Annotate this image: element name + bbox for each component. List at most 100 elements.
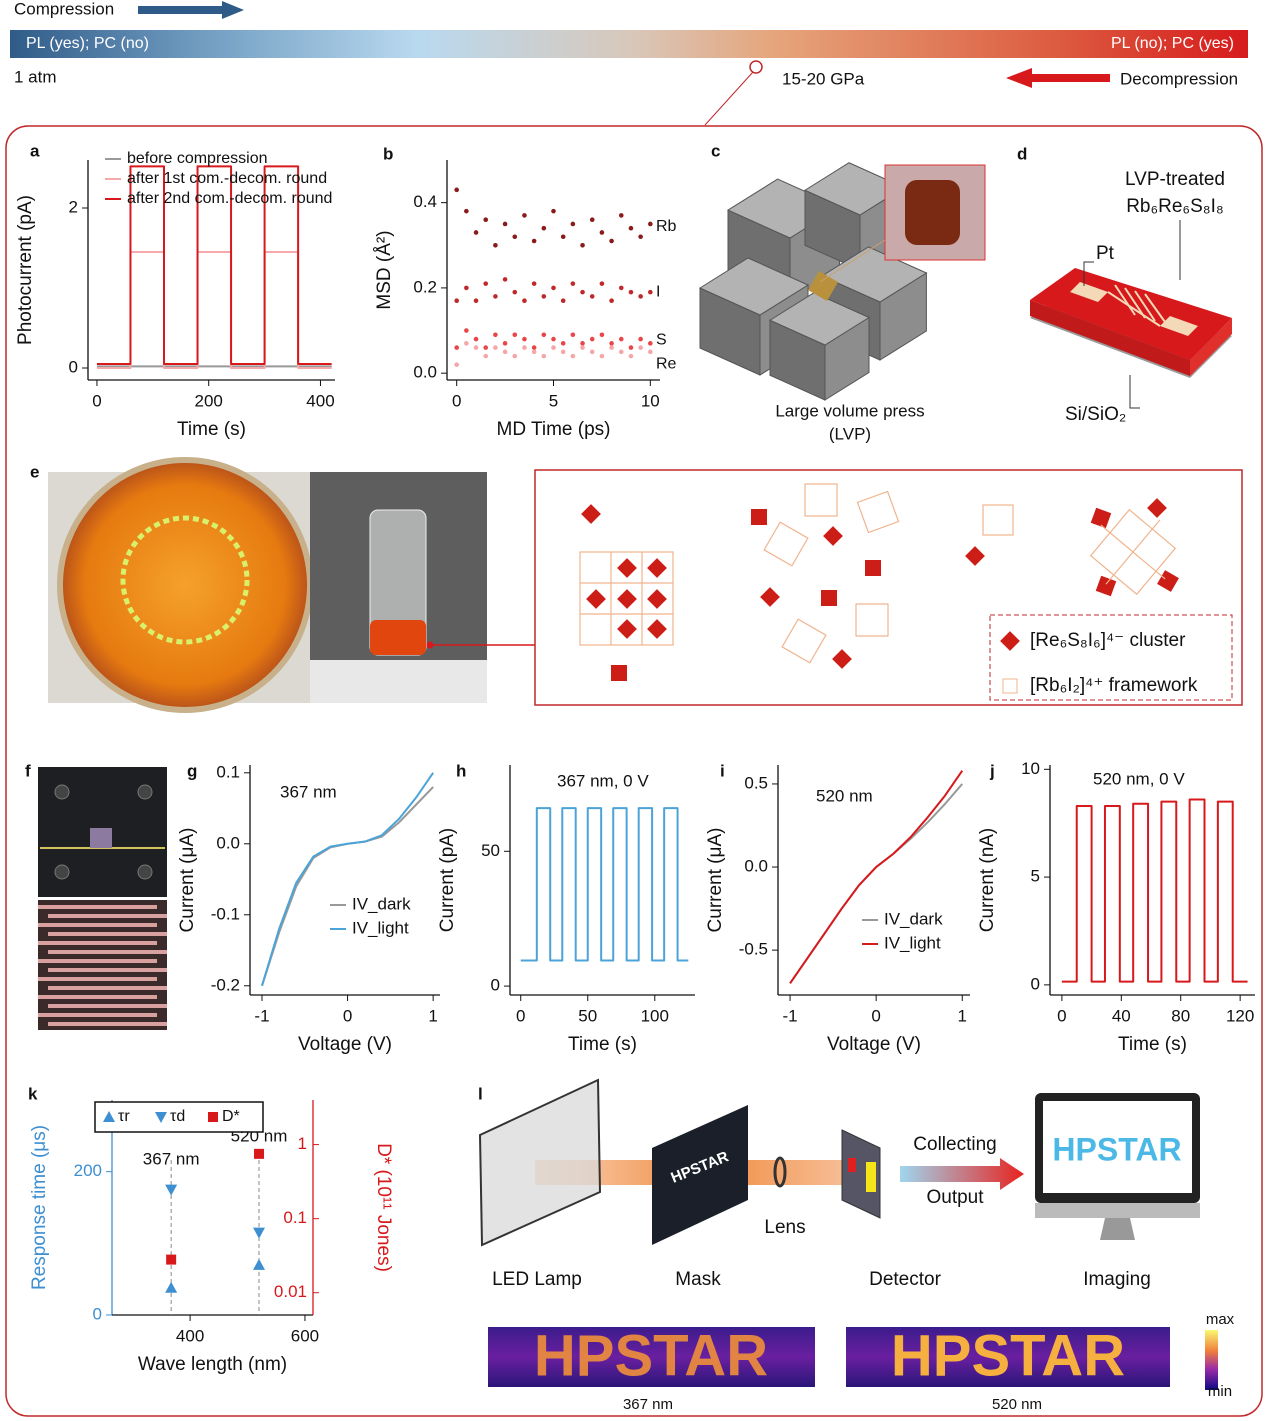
data-point [551, 345, 556, 350]
frameworks-part [1100, 519, 1166, 585]
x-tick-label: 80 [1171, 1006, 1190, 1025]
device-title: LVP-treated [1125, 169, 1225, 190]
data-point [599, 332, 605, 338]
data-point [454, 345, 459, 350]
component-label: LED Lamp [492, 1269, 582, 1290]
data-point [618, 349, 624, 355]
data-point [570, 353, 576, 359]
x-tick-label: 0 [343, 1006, 352, 1025]
x-axis-label: Voltage (V) [827, 1034, 921, 1055]
x-tick-label: 400 [176, 1326, 204, 1345]
collecting-label: Collecting [913, 1134, 996, 1155]
y-tick-label: 200 [74, 1161, 102, 1180]
screen-text: HPSTAR [1052, 1131, 1181, 1167]
stripe [38, 905, 157, 909]
panel-label: b [383, 144, 393, 163]
image-caption: 520 nm [992, 1396, 1042, 1413]
legend-label: IV_light [884, 933, 941, 952]
electrode-fingers-part [1114, 284, 1136, 316]
data-point [541, 294, 547, 299]
legend-label: after 2nd com.-decom. round [127, 190, 332, 207]
data-point [638, 345, 643, 350]
data-point [464, 285, 469, 291]
frameworks-part [855, 603, 889, 637]
x-tick-label: 5 [549, 391, 558, 410]
component-label: Mask [675, 1269, 721, 1290]
clusters-part [1147, 498, 1167, 518]
image-520 [846, 1327, 1170, 1387]
y-tick-label: 5 [1031, 867, 1040, 886]
transition-pressure: 15-20 GPa [782, 69, 865, 88]
data-point [551, 285, 556, 291]
x-tick-label: 1 [958, 1006, 967, 1025]
x-tick-label: 50 [578, 1006, 597, 1025]
x-tick-label: 40 [1112, 1006, 1131, 1025]
table [310, 660, 487, 703]
data-point [580, 341, 585, 346]
y-tick-label: 0.1 [216, 762, 240, 781]
inset-sample [905, 180, 960, 245]
clusters-part [865, 560, 881, 576]
legend-marker [208, 1112, 218, 1122]
data-point [560, 341, 566, 346]
data-point [648, 341, 653, 346]
data-line [261, 772, 434, 987]
data-point [522, 213, 527, 218]
connector-dot [426, 641, 434, 649]
data-point [531, 349, 537, 355]
y-tick-label: 0.2 [413, 277, 437, 296]
electrode-label: Pt [1096, 243, 1115, 264]
connector [704, 71, 754, 126]
panel-label: g [187, 761, 197, 780]
led-lamp [478, 1078, 602, 1247]
annotation: 367 nm [143, 1149, 200, 1168]
panel-label: l [478, 1084, 483, 1103]
y-tick-label: 0.5 [744, 773, 768, 792]
data-point [648, 221, 653, 227]
data-point [473, 336, 479, 342]
data-point [589, 349, 595, 355]
electrode-fingers-part [1124, 287, 1146, 319]
x-tick-label: 400 [306, 391, 334, 410]
legend-frame [94, 1101, 264, 1133]
data-point [531, 345, 537, 350]
panel-label: d [1017, 144, 1027, 163]
y-axis-label: Current (μA) [177, 828, 198, 933]
clusters-part [1157, 570, 1179, 592]
y2-tick-label: 0.01 [274, 1282, 307, 1301]
data-point [454, 187, 459, 193]
sample-cell [807, 270, 839, 302]
legend-label: before compression [127, 150, 268, 167]
legend-frame [989, 614, 1233, 701]
y-axis-label: Current (nA) [977, 828, 998, 933]
data-point [541, 332, 547, 338]
data-point [454, 362, 459, 367]
data-point [165, 1184, 178, 1196]
data-point [502, 277, 508, 282]
data-point [628, 289, 634, 295]
panel-label: e [30, 462, 39, 481]
compression-arrow [138, 1, 244, 19]
monitor-stand [1100, 1218, 1135, 1240]
frameworks-part [781, 618, 827, 664]
data-point [531, 281, 537, 286]
data-point [599, 281, 605, 286]
data-point [618, 213, 624, 218]
panel-f-part [54, 864, 70, 880]
colorbar-min: min [1208, 1383, 1232, 1400]
data-point [560, 234, 566, 240]
panel-label: a [30, 141, 40, 160]
legend-label: after 1st com.-decom. round [127, 170, 327, 187]
left-state: PL (yes); PC (no) [26, 35, 149, 52]
panel-c: c Large volume press (LVP) [698, 141, 986, 443]
y-axis-label: Response time (μs) [29, 1125, 50, 1290]
panel-label: k [28, 1084, 38, 1103]
cube-face [820, 246, 928, 303]
right-state: PL (no); PC (yes) [1111, 35, 1234, 52]
panel-label: f [25, 761, 31, 780]
output-label: Output [926, 1187, 984, 1208]
data-point [522, 345, 527, 350]
data-point [522, 298, 527, 303]
stripe [38, 941, 157, 945]
data-point [512, 332, 518, 338]
